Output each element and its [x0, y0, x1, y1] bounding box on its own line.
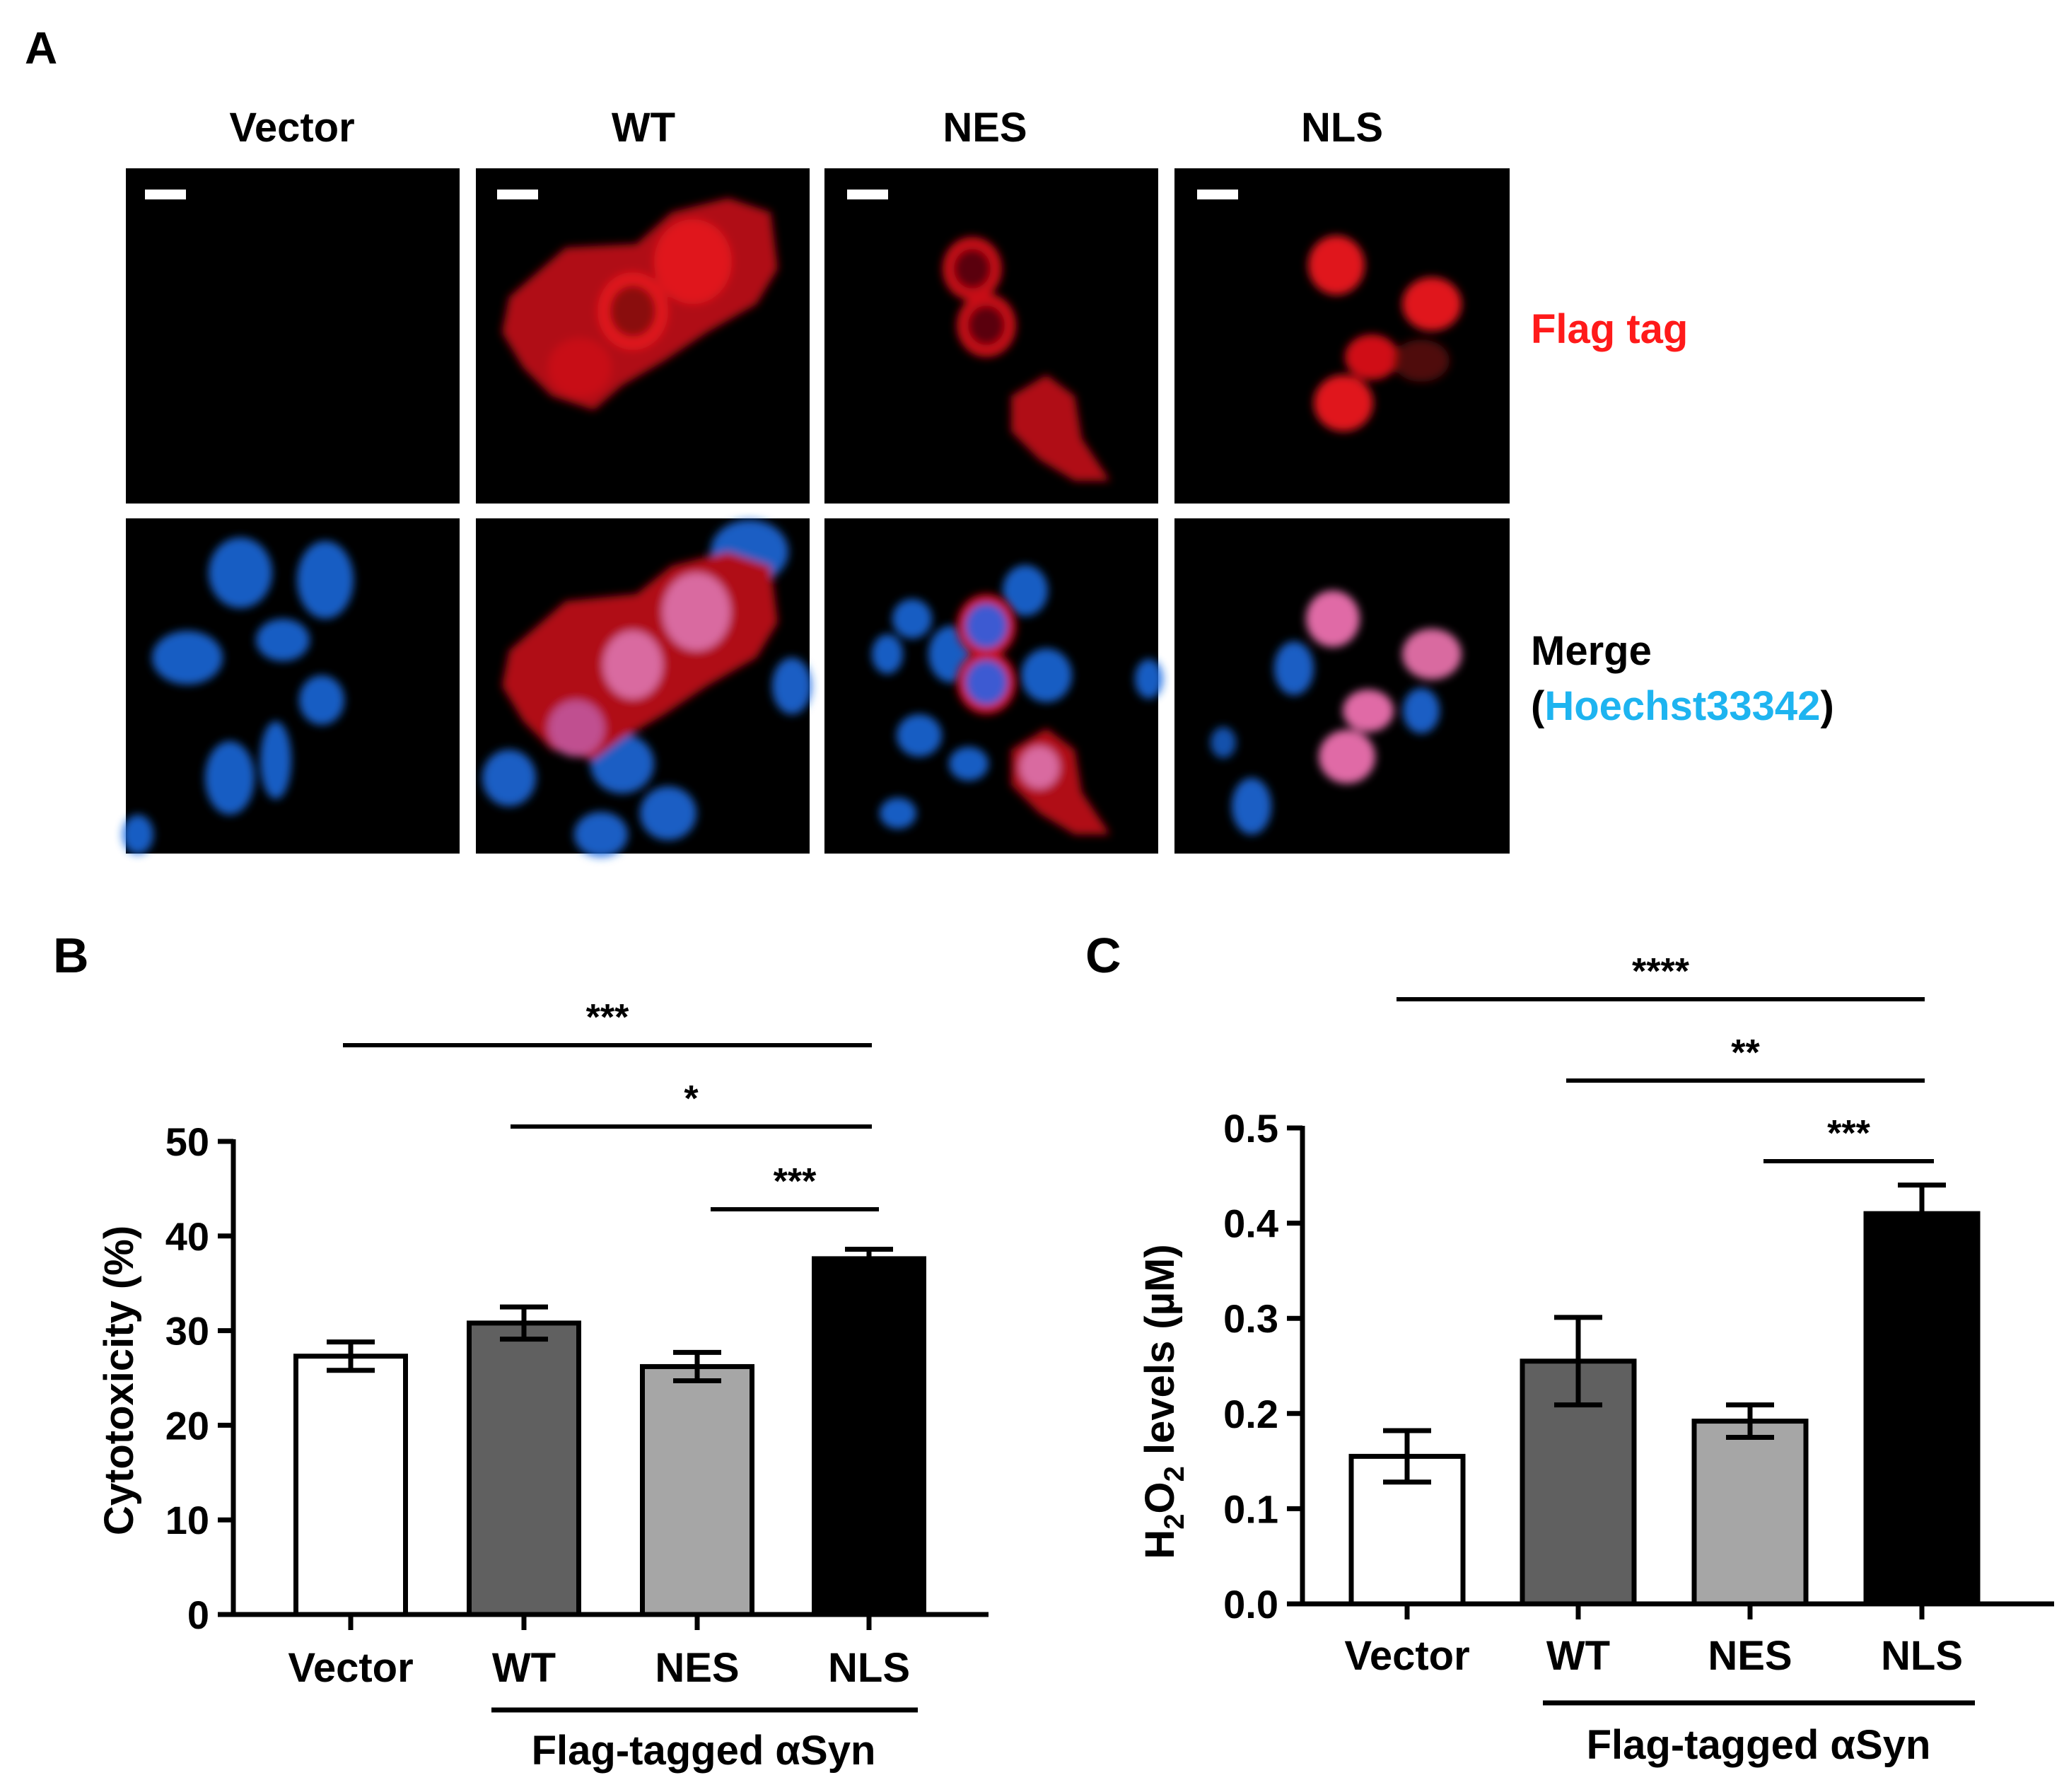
y-tick-label: 40 — [165, 1214, 209, 1259]
panel-b-letter: B — [53, 928, 89, 983]
row-label-merge: Merge — [1531, 628, 1652, 674]
row-label-flag-tag: Flag tag — [1531, 306, 1688, 352]
x-tick-label: WT — [1546, 1633, 1610, 1679]
group-label: Flag-tagged αSyn — [532, 1728, 876, 1774]
bar — [1863, 1211, 1981, 1607]
panel-a-letter: A — [25, 23, 57, 74]
stain-paren-open: ( — [1531, 683, 1545, 729]
y-axis-label-o: O — [1137, 1482, 1183, 1513]
y-tick-label: 0.1 — [1223, 1486, 1278, 1531]
panel-c-letter: C — [1085, 928, 1121, 983]
bar — [812, 1256, 926, 1617]
significance-label: ** — [1731, 1032, 1760, 1074]
y-tick-label: 30 — [165, 1309, 209, 1354]
panel-c-chart: C H2O2 levels (µM) 0.00.10.20.30.40.5Vec… — [1085, 928, 2054, 1768]
x-tick-label: WT — [492, 1645, 556, 1691]
x-tick-label: NES — [655, 1645, 739, 1691]
image-wt-flag — [476, 168, 810, 504]
y-axis-label-h: H — [1137, 1530, 1183, 1559]
image-vector-flag — [126, 168, 460, 504]
y-axis-label-rest: levels (µM) — [1137, 1244, 1183, 1466]
significance-label: *** — [586, 997, 629, 1038]
x-tick-label: NLS — [1881, 1633, 1963, 1679]
significance-label: **** — [1632, 951, 1690, 992]
scale-bar — [497, 190, 538, 199]
significance-label: * — [684, 1078, 699, 1119]
image-wt-merge — [476, 518, 812, 857]
y-tick-label: 0.0 — [1223, 1582, 1278, 1627]
x-tick-label: NLS — [828, 1645, 910, 1691]
y-tick-label: 10 — [165, 1498, 209, 1542]
x-tick-label: Vector — [288, 1645, 413, 1691]
image-nes-flag — [824, 168, 1158, 504]
bar — [467, 1320, 581, 1617]
bar — [640, 1363, 754, 1617]
image-nls-flag — [1174, 168, 1510, 504]
image-nls-merge — [1174, 518, 1510, 854]
y-axis-label-sub-2b: 2 — [1159, 1466, 1190, 1482]
row-label-stain: (Hoechst33342) — [1531, 683, 1834, 729]
y-axis-label-sub-2a: 2 — [1159, 1514, 1190, 1530]
column-label-wt: WT — [612, 105, 675, 151]
bar — [1691, 1419, 1809, 1607]
x-tick-label: NES — [1708, 1633, 1792, 1679]
y-tick-label: 0.2 — [1223, 1392, 1278, 1436]
significance-label: *** — [1827, 1113, 1870, 1154]
stain-name: Hoechst33342 — [1544, 683, 1820, 729]
column-label-vector: Vector — [229, 105, 354, 151]
column-label-nls: NLS — [1301, 105, 1383, 151]
stain-paren-close: ) — [1820, 683, 1833, 729]
scale-bar — [847, 190, 888, 199]
y-axis-label: H2O2 levels (µM) — [1137, 1244, 1190, 1559]
panel-a: A Vector WT NES NLS — [25, 23, 1834, 857]
panel-b-chart: B Cytotoxicity (%) 0 10 20 30 40 50 Vector WT NE… — [53, 928, 989, 1774]
image-nes-merge — [824, 518, 1163, 854]
group-label: Flag-tagged αSyn — [1587, 1722, 1931, 1768]
y-tick-label: 0.3 — [1223, 1296, 1278, 1341]
y-tick-label: 20 — [165, 1403, 209, 1448]
scale-bar — [145, 190, 186, 199]
y-tick-label: 0 — [187, 1593, 209, 1637]
y-axis-label: Cytotoxicity (%) — [96, 1226, 142, 1535]
y-tick-label: 0.4 — [1223, 1202, 1278, 1246]
column-label-nes: NES — [943, 105, 1027, 151]
image-vector-merge — [122, 518, 460, 854]
y-tick-label: 0.5 — [1223, 1106, 1278, 1151]
x-tick-label: Vector — [1344, 1633, 1469, 1679]
significance-label: *** — [774, 1161, 817, 1202]
scale-bar — [1197, 190, 1238, 199]
y-tick-label: 50 — [165, 1119, 209, 1164]
bar — [293, 1354, 408, 1617]
